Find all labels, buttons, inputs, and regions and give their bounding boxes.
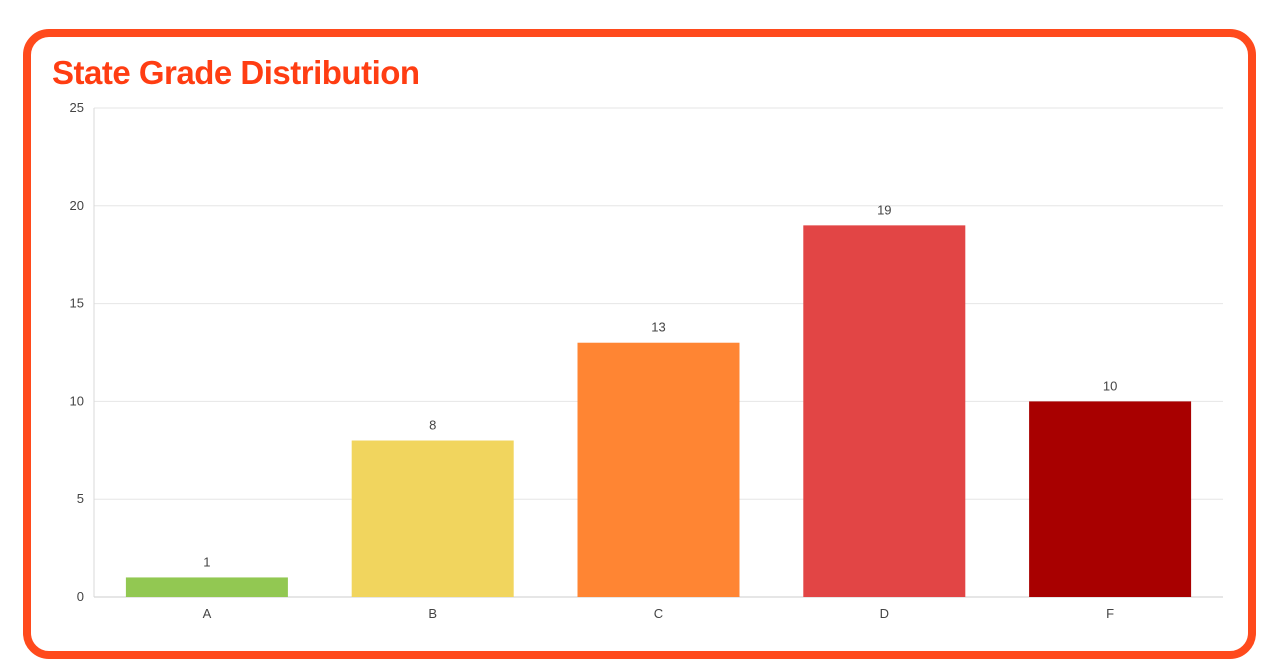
- x-tick-label-f: F: [1106, 606, 1114, 621]
- y-tick-label-15: 15: [70, 296, 84, 311]
- x-tick-label-b: B: [428, 606, 437, 621]
- data-label-a: 1: [203, 554, 210, 569]
- data-label-d: 19: [877, 202, 891, 217]
- y-tick-label-25: 25: [70, 100, 84, 115]
- data-label-c: 13: [651, 320, 665, 335]
- bar-d: [803, 225, 966, 598]
- x-tick-label-a: A: [203, 606, 212, 621]
- y-tick-label-0: 0: [77, 589, 84, 604]
- bar-b: [351, 440, 514, 597]
- data-labels: 1 8 13 19 10: [203, 202, 1117, 569]
- chart-title: State Grade Distribution: [52, 54, 420, 91]
- data-label-f: 10: [1103, 378, 1117, 393]
- bar-a: [125, 577, 288, 597]
- bars: [125, 225, 1192, 598]
- y-tick-label-20: 20: [70, 198, 84, 213]
- x-tick-label-c: C: [654, 606, 663, 621]
- y-tick-label-5: 5: [77, 491, 84, 506]
- y-axis: 0 5 10 15 20 25: [70, 100, 95, 604]
- x-tick-label-d: D: [880, 606, 889, 621]
- y-tick-label-10: 10: [70, 393, 84, 408]
- bar-c: [577, 342, 740, 597]
- bar-f: [1029, 401, 1192, 597]
- data-label-b: 8: [429, 418, 436, 433]
